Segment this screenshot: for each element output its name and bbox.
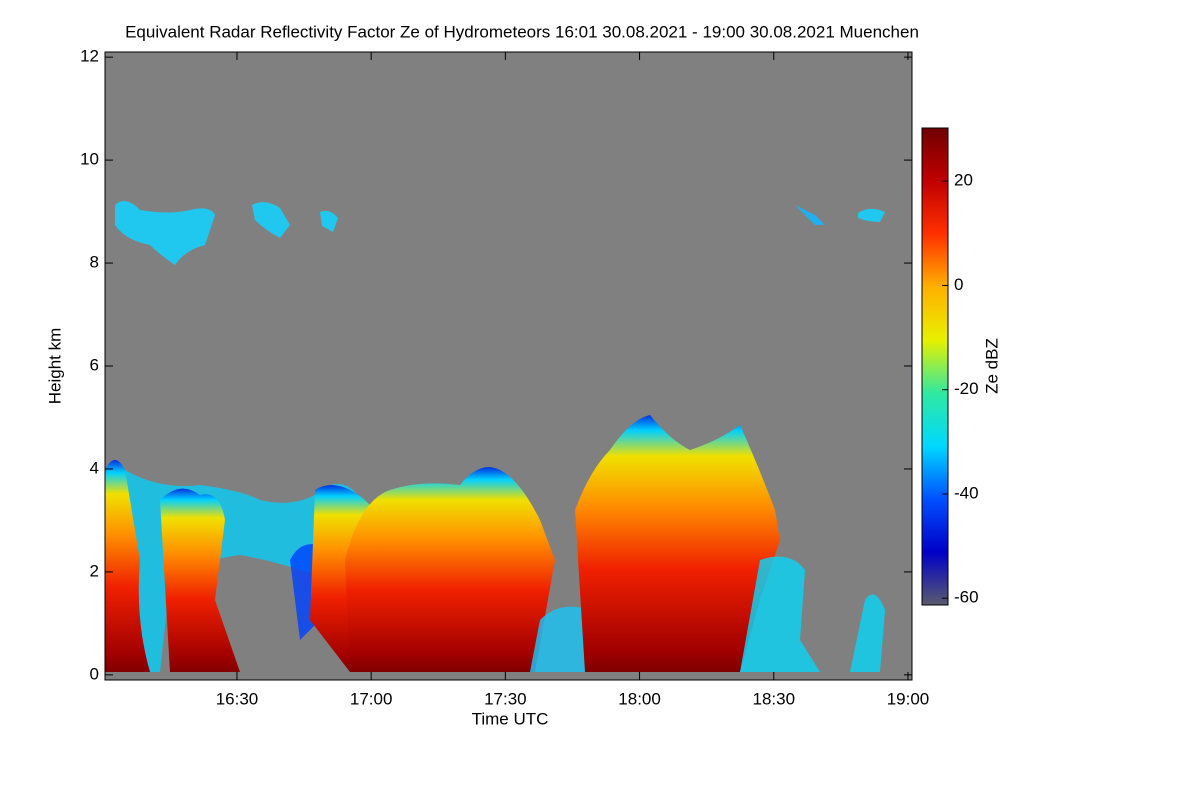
x-tick-label: 17:00 <box>350 689 393 708</box>
y-tick-label: 8 <box>90 253 99 272</box>
y-tick-label: 12 <box>80 47 99 66</box>
echoes <box>105 201 885 672</box>
echo <box>345 467 555 672</box>
echo <box>160 488 240 672</box>
echo <box>740 556 820 672</box>
y-tick-label: 6 <box>90 355 99 374</box>
cirrus <box>115 201 215 265</box>
colorbar-tick-label: 20 <box>954 171 973 190</box>
x-tick-label: 16:30 <box>216 689 259 708</box>
colorbar-tick-label: -60 <box>954 588 979 607</box>
x-axis-label: Time UTC <box>472 709 549 728</box>
y-tick-label: 4 <box>90 458 99 477</box>
colorbar-tick-label: 0 <box>954 275 963 294</box>
colorbar-tick-label: -40 <box>954 483 979 502</box>
x-tick-label: 18:00 <box>618 689 661 708</box>
echo <box>575 415 780 672</box>
x-tick-label: 19:00 <box>887 689 930 708</box>
chart-title: Equivalent Radar Reflectivity Factor Ze … <box>125 22 919 41</box>
echo <box>105 460 150 672</box>
y-tick-label: 10 <box>80 150 99 169</box>
colorbar-tick-label: -20 <box>954 379 979 398</box>
cirrus <box>320 210 338 232</box>
y-axis-label: Height km <box>45 328 64 405</box>
echo <box>850 594 885 672</box>
colorbar-label: Ze dBZ <box>982 338 1001 394</box>
y-tick-label: 2 <box>90 561 99 580</box>
x-tick-label: 17:30 <box>484 689 527 708</box>
cirrus <box>252 202 290 238</box>
colorbar <box>921 127 949 606</box>
y-tick-label: 0 <box>90 664 99 683</box>
cirrus <box>795 205 825 225</box>
cirrus <box>858 208 885 222</box>
x-tick-label: 18:30 <box>752 689 795 708</box>
